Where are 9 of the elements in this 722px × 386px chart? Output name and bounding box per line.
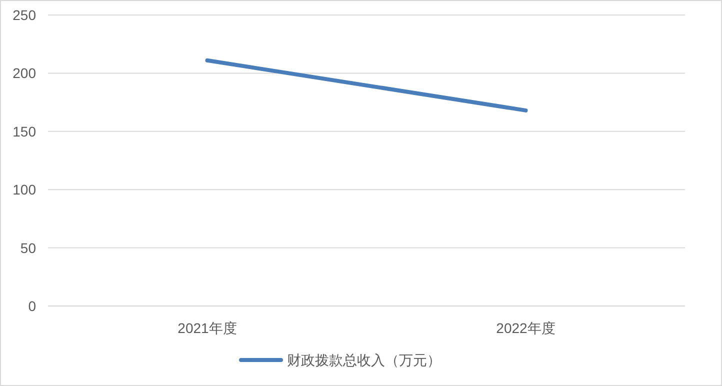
x-tick-label: 2021年度 — [178, 320, 237, 336]
y-tick-label: 0 — [28, 298, 36, 314]
y-tick-label: 50 — [20, 240, 36, 256]
y-tick-label: 250 — [12, 7, 36, 23]
x-tick-label: 2022年度 — [496, 320, 556, 336]
y-tick-label: 200 — [12, 65, 36, 82]
y-tick-label: 100 — [12, 182, 36, 198]
legend-label: 财政拨款总收入（万元） — [287, 352, 441, 368]
y-tick-label: 150 — [12, 123, 36, 140]
